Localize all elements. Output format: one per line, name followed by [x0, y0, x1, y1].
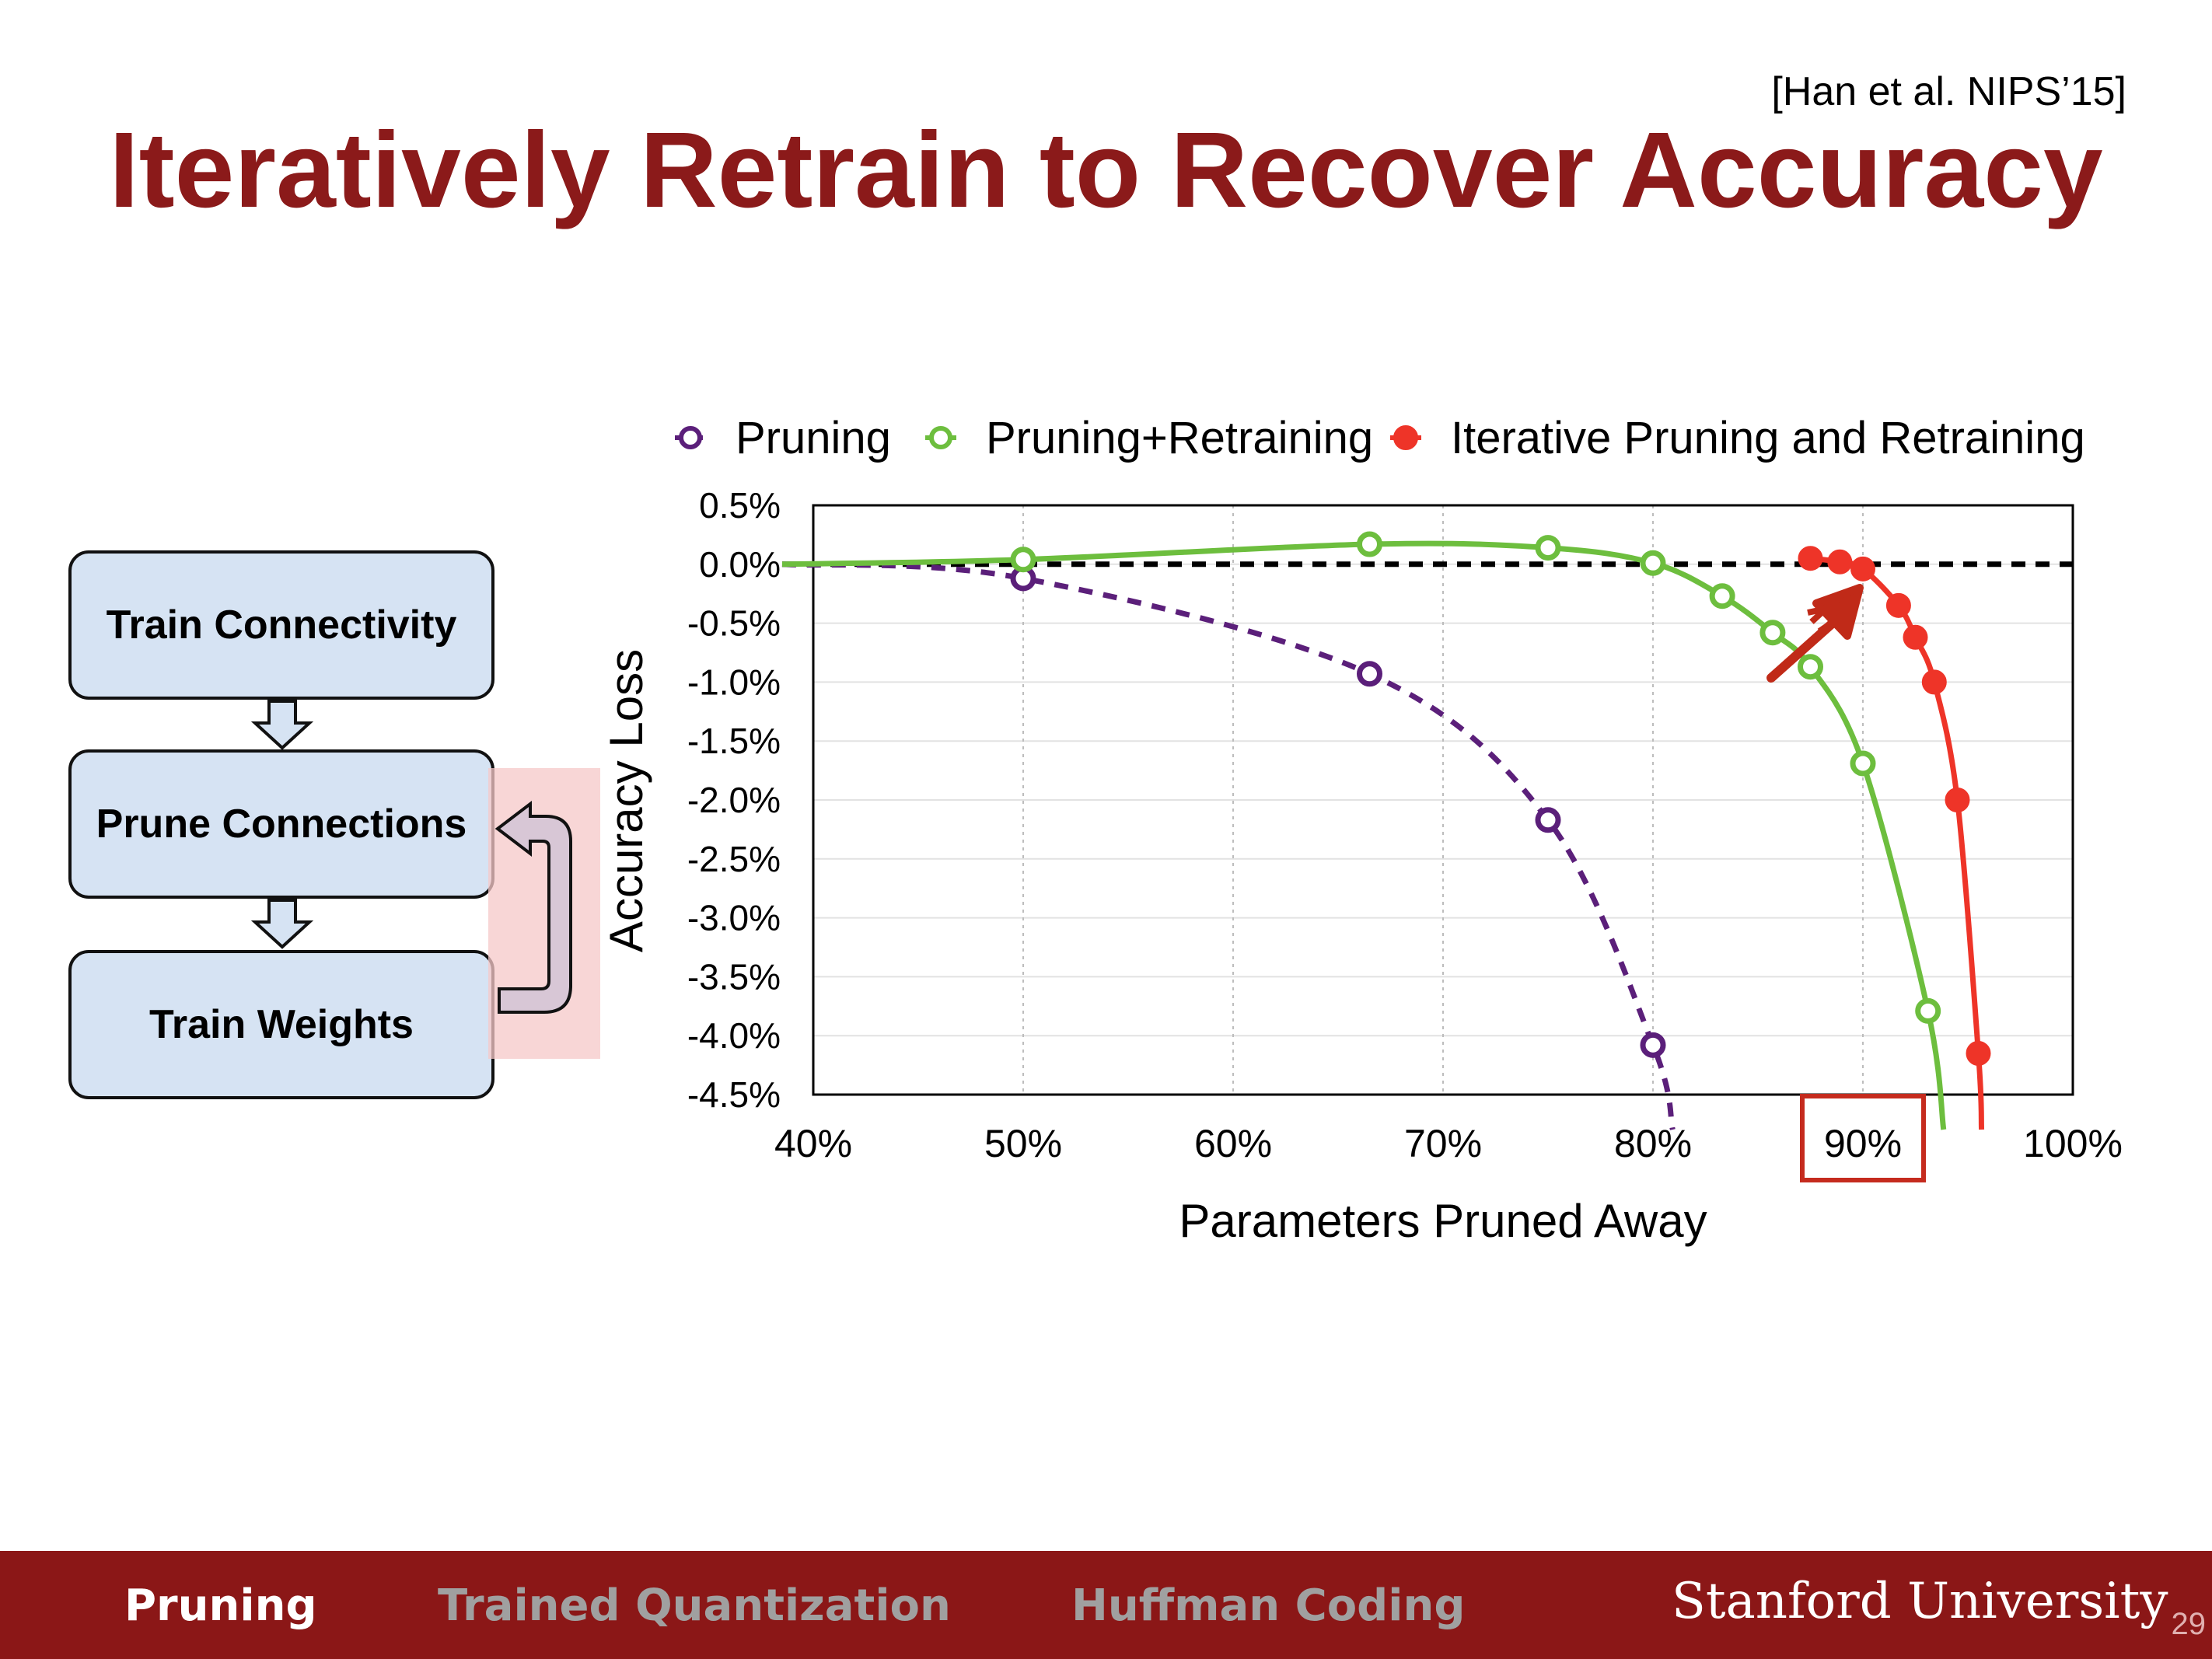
x-tick-label: 90% [1824, 1122, 1902, 1165]
accuracy-chart: 0.5% 0.0% -0.5% -1.0% -1.5% -2.0% -2.5% -3.0% -3… [250, 413, 2123, 1247]
citation: [Han et al. NIPS’15] [1771, 69, 2126, 114]
data-point [1850, 750, 1876, 777]
plot-frame [812, 504, 2074, 1096]
down-arrow-icon [250, 700, 314, 750]
flow-step-train-connectivity: Train Connectivity [68, 550, 494, 700]
y-tick-label: -4.0% [687, 1015, 781, 1056]
data-point [1798, 654, 1823, 680]
data-point [1357, 661, 1382, 687]
x-ticks: 40% 50% 60% 70% 80% 90% 100% [774, 1122, 2123, 1165]
y-tick-label: -3.0% [687, 898, 781, 938]
stanford-logo-text: Stanford University [1672, 1573, 2168, 1630]
y-tick-label: 0.0% [699, 544, 781, 585]
down-arrow-icon [250, 899, 314, 949]
data-point [1640, 550, 1666, 576]
data-point [1827, 549, 1853, 575]
page-number: 29 [2171, 1607, 2207, 1641]
y-tick-label: -1.5% [687, 721, 781, 761]
x-tick-label: 80% [1614, 1122, 1692, 1165]
y-tick-label: -1.0% [687, 662, 781, 702]
data-point [1010, 547, 1036, 573]
legend-label: Pruning [736, 413, 891, 463]
improvement-arrow-icon [1766, 584, 1864, 683]
data-point [1903, 624, 1928, 650]
legend-marker [929, 426, 952, 449]
data-point [1921, 669, 1947, 695]
x-tick-label: 70% [1404, 1122, 1482, 1165]
y-tick-label: -3.5% [687, 956, 781, 997]
flow-step-train-weights: Train Weights [68, 950, 494, 1099]
data-point [1535, 535, 1561, 561]
legend-label: Iterative Pruning and Retraining [1451, 413, 2085, 463]
y-tick-label: -4.5% [687, 1074, 781, 1115]
series-markers [1010, 531, 1991, 1066]
data-point [1357, 531, 1382, 557]
chart-grid [813, 505, 2073, 1095]
y-tick-label: 0.5% [699, 485, 781, 526]
y-axis-title: Accuracy Loss [600, 649, 652, 952]
highlight-box-90 [1800, 1094, 1926, 1182]
series-line [781, 561, 1676, 1130]
legend-marker [1393, 425, 1418, 450]
data-point [1709, 583, 1735, 609]
data-point [1885, 592, 1911, 618]
data-point [1850, 556, 1875, 582]
x-tick-label: 50% [984, 1122, 1062, 1165]
y-ticks: 0.5% 0.0% -0.5% -1.0% -1.5% -2.0% -2.5% -3.0% -3… [687, 485, 781, 1115]
footer-tab-trained-quantization[interactable]: Trained Quantization [438, 1580, 951, 1631]
footer-tab-huffman-coding[interactable]: Huffman Coding [1071, 1580, 1466, 1631]
data-point [1945, 788, 1970, 812]
series-curves [781, 540, 1985, 1130]
legend-marker [679, 426, 702, 449]
data-point [1915, 997, 1941, 1024]
series-line [781, 540, 1947, 1130]
legend-label: Pruning+Retraining [986, 413, 1373, 463]
footer-tab-pruning[interactable]: Pruning [124, 1580, 317, 1631]
slide-title: Iteratively Retrain to Recover Accuracy [109, 110, 2103, 230]
x-tick-label: 100% [2023, 1122, 2123, 1165]
y-tick-label: -2.5% [687, 839, 781, 879]
data-point [1535, 807, 1561, 833]
data-point [1798, 546, 1823, 571]
retrain-loop-arrow [494, 800, 572, 1014]
loop-highlight [488, 768, 600, 1059]
data-point [1759, 620, 1786, 646]
data-point [1640, 1032, 1666, 1058]
x-tick-label: 60% [1194, 1122, 1272, 1165]
series-line [1810, 555, 1985, 1130]
y-tick-label: -0.5% [687, 603, 781, 644]
footer-bar: Pruning Trained Quantization Huffman Cod… [0, 1551, 2212, 1659]
x-tick-label: 40% [774, 1122, 852, 1165]
flow-step-prune-connections: Prune Connections [68, 749, 494, 899]
data-point [1966, 1040, 1991, 1066]
x-axis-title: Parameters Pruned Away [1179, 1195, 1707, 1247]
chart-legend: Pruning Pruning+Retraining Iterative Pruni… [675, 413, 2085, 463]
y-tick-label: -2.0% [687, 780, 781, 820]
